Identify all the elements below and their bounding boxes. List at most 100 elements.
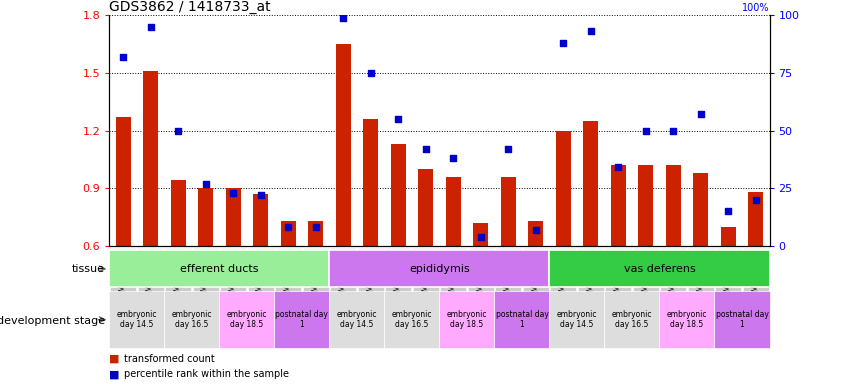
Bar xyxy=(446,177,461,246)
Point xyxy=(557,40,570,46)
Text: GSM560927: GSM560927 xyxy=(229,255,238,301)
Bar xyxy=(721,227,736,246)
Point xyxy=(501,146,515,152)
Bar xyxy=(109,291,164,348)
Point xyxy=(722,208,735,214)
Bar xyxy=(550,248,576,310)
Bar xyxy=(330,250,549,287)
Bar xyxy=(385,248,411,310)
Text: vas deferens: vas deferens xyxy=(624,264,696,274)
Text: postnatal day
1: postnatal day 1 xyxy=(495,310,548,329)
Text: GSM560930: GSM560930 xyxy=(311,255,320,301)
Bar xyxy=(336,44,351,246)
Point xyxy=(282,224,295,230)
Text: GSM560936: GSM560936 xyxy=(476,255,485,301)
Text: GSM560935: GSM560935 xyxy=(449,255,458,301)
Text: GSM560923: GSM560923 xyxy=(119,255,128,301)
Bar xyxy=(439,291,495,348)
Bar xyxy=(606,248,631,310)
Text: ■: ■ xyxy=(109,354,119,364)
Bar xyxy=(688,248,714,310)
Point xyxy=(391,116,405,122)
Bar xyxy=(115,117,130,246)
Bar xyxy=(473,223,489,246)
Point xyxy=(529,227,542,233)
Text: epididymis: epididymis xyxy=(409,264,470,274)
Bar xyxy=(248,248,273,310)
Bar xyxy=(523,248,548,310)
Text: GSM560925: GSM560925 xyxy=(173,255,182,301)
Bar xyxy=(143,71,158,246)
Point xyxy=(336,15,350,21)
Text: embryonic
day 16.5: embryonic day 16.5 xyxy=(392,310,432,329)
Text: GSM560943: GSM560943 xyxy=(669,255,678,301)
Bar xyxy=(138,248,163,310)
Bar xyxy=(171,180,186,246)
Text: ■: ■ xyxy=(109,369,119,379)
Bar xyxy=(611,165,626,246)
Text: GSM560932: GSM560932 xyxy=(366,255,375,301)
Text: GSM560938: GSM560938 xyxy=(532,255,540,301)
Bar xyxy=(583,121,598,246)
Point xyxy=(364,70,378,76)
Bar xyxy=(274,291,330,348)
Bar xyxy=(164,291,220,348)
Bar xyxy=(165,248,191,310)
Text: GSM560939: GSM560939 xyxy=(558,255,568,301)
Bar xyxy=(363,119,378,246)
Text: GSM560928: GSM560928 xyxy=(257,255,265,301)
Bar xyxy=(660,248,686,310)
Text: tissue: tissue xyxy=(72,264,105,274)
Bar xyxy=(638,165,653,246)
Text: postnatal day
1: postnatal day 1 xyxy=(716,310,769,329)
Text: GSM560929: GSM560929 xyxy=(283,255,293,301)
Bar xyxy=(281,221,296,246)
Point xyxy=(419,146,432,152)
Bar xyxy=(308,221,323,246)
Bar xyxy=(666,165,681,246)
Text: transformed count: transformed count xyxy=(124,354,215,364)
Text: GSM560924: GSM560924 xyxy=(146,255,155,301)
Text: 100%: 100% xyxy=(742,3,770,13)
Text: embryonic
day 18.5: embryonic day 18.5 xyxy=(667,310,707,329)
Bar xyxy=(331,248,356,310)
Text: embryonic
day 14.5: embryonic day 14.5 xyxy=(557,310,597,329)
Text: GSM560941: GSM560941 xyxy=(614,255,622,301)
Bar xyxy=(193,248,219,310)
Point xyxy=(198,180,212,187)
Text: GSM560944: GSM560944 xyxy=(696,255,706,301)
Point xyxy=(309,224,322,230)
Text: GSM560946: GSM560946 xyxy=(751,255,760,301)
Point xyxy=(144,24,157,30)
Point xyxy=(749,197,763,203)
Bar xyxy=(357,248,383,310)
Text: GSM560926: GSM560926 xyxy=(201,255,210,301)
Text: embryonic
day 18.5: embryonic day 18.5 xyxy=(226,310,267,329)
Bar xyxy=(330,291,384,348)
Point xyxy=(447,155,460,161)
Point xyxy=(226,190,240,196)
Text: efferent ducts: efferent ducts xyxy=(180,264,259,274)
Bar xyxy=(253,194,268,246)
Point xyxy=(172,127,185,134)
Text: embryonic
day 14.5: embryonic day 14.5 xyxy=(336,310,377,329)
Text: percentile rank within the sample: percentile rank within the sample xyxy=(124,369,289,379)
Point xyxy=(694,111,707,118)
Bar xyxy=(748,192,764,246)
Bar xyxy=(384,291,439,348)
Bar xyxy=(109,250,330,287)
Bar xyxy=(659,291,715,348)
Text: GSM560933: GSM560933 xyxy=(394,255,403,301)
Bar xyxy=(578,248,604,310)
Text: GSM560931: GSM560931 xyxy=(339,255,347,301)
Bar xyxy=(220,248,246,310)
Bar xyxy=(275,248,301,310)
Point xyxy=(584,28,597,35)
Point xyxy=(667,127,680,134)
Point xyxy=(116,54,130,60)
Bar xyxy=(549,250,770,287)
Bar xyxy=(715,291,770,348)
Bar xyxy=(605,291,659,348)
Bar xyxy=(495,248,521,310)
Bar xyxy=(418,169,433,246)
